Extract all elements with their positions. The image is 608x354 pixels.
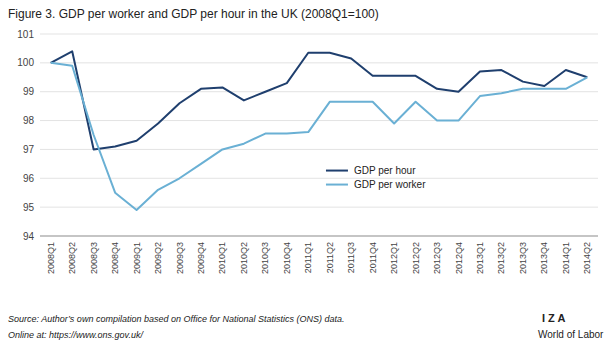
series-group bbox=[51, 51, 588, 210]
x-tick-label: 2008Q3 bbox=[89, 242, 99, 274]
y-tick-label: 95 bbox=[23, 202, 35, 213]
legend: GDP per hour GDP per worker bbox=[326, 165, 426, 190]
y-tick-label: 96 bbox=[23, 173, 35, 184]
grid-line bbox=[40, 62, 598, 63]
x-tick-label: 2012Q1 bbox=[389, 242, 399, 274]
y-tick-label: 97 bbox=[23, 144, 35, 155]
line bbox=[51, 63, 588, 210]
y-tick-label: 94 bbox=[23, 231, 35, 242]
grid-line bbox=[40, 34, 598, 35]
x-tick-label: 2012Q4 bbox=[454, 242, 464, 274]
x-tick-label: 2011Q4 bbox=[368, 242, 378, 273]
grid-line bbox=[40, 149, 598, 150]
x-axis-line bbox=[40, 236, 598, 237]
legend-entry: GDP per worker bbox=[354, 179, 426, 190]
x-tick-label: 2014Q1 bbox=[561, 242, 571, 274]
annotation: I Z A bbox=[542, 312, 565, 324]
x-axis: 2008Q1 2008Q2 2008Q3 2008Q4 2009Q1 2009Q2 2009… bbox=[46, 242, 593, 274]
annotation: Online at: https://www.ons.gov.uk/ bbox=[8, 330, 144, 340]
x-tick-label: 2011Q3 bbox=[346, 242, 356, 273]
x-tick-label: 2010Q1 bbox=[217, 242, 227, 274]
x-tick-label: 2009Q1 bbox=[132, 242, 142, 274]
x-tick-label: 2010Q2 bbox=[239, 242, 249, 274]
x-tick-label: 2012Q3 bbox=[432, 242, 442, 274]
x-tick-label: 2009Q2 bbox=[153, 242, 163, 274]
legend-swatch bbox=[326, 184, 348, 186]
x-tick-label: 2010Q4 bbox=[282, 242, 292, 274]
grid-line bbox=[40, 207, 598, 208]
title: Figure 3. GDP per worker and GDP per hou… bbox=[8, 7, 379, 21]
x-tick-label: 2008Q4 bbox=[110, 242, 120, 274]
annotation: World of Labor bbox=[538, 329, 604, 340]
x-tick-label: 2009Q3 bbox=[175, 242, 185, 274]
legend-entry: GDP per hour bbox=[354, 165, 416, 176]
x-tick-label: 2014Q2 bbox=[582, 242, 592, 274]
x-tick-label: 2013Q2 bbox=[496, 242, 506, 274]
x-tick-label: 2008Q1 bbox=[46, 242, 56, 274]
chart: Figure 3. GDP per worker and GDP per hou… bbox=[0, 0, 608, 354]
x-tick-label: 2009Q4 bbox=[196, 242, 206, 274]
y-tick-label: 98 bbox=[23, 115, 35, 126]
line bbox=[51, 51, 588, 149]
x-tick-label: 2008Q2 bbox=[67, 242, 77, 274]
grid-line bbox=[40, 178, 598, 179]
y-axis: 94 95 96 97 98 99 100 101 bbox=[17, 29, 598, 242]
x-tick-label: 2012Q2 bbox=[411, 242, 421, 274]
x-tick-label: 2013Q4 bbox=[539, 242, 549, 274]
y-tick-label: 101 bbox=[17, 29, 34, 40]
x-tick-label: 2010Q3 bbox=[260, 242, 270, 274]
grid-line bbox=[40, 236, 598, 237]
x-tick-label: 2011Q2 bbox=[325, 242, 335, 273]
y-tick-label: 100 bbox=[17, 57, 34, 68]
x-tick-label: 2013Q3 bbox=[518, 242, 528, 274]
legend-swatch bbox=[326, 170, 348, 172]
x-tick-label: 2011Q1 bbox=[303, 242, 313, 273]
grid-line bbox=[40, 120, 598, 121]
y-tick-label: 99 bbox=[23, 86, 35, 97]
annotation: Source: Author’s own compilation based o… bbox=[8, 314, 345, 324]
x-tick-label: 2013Q1 bbox=[475, 242, 485, 274]
